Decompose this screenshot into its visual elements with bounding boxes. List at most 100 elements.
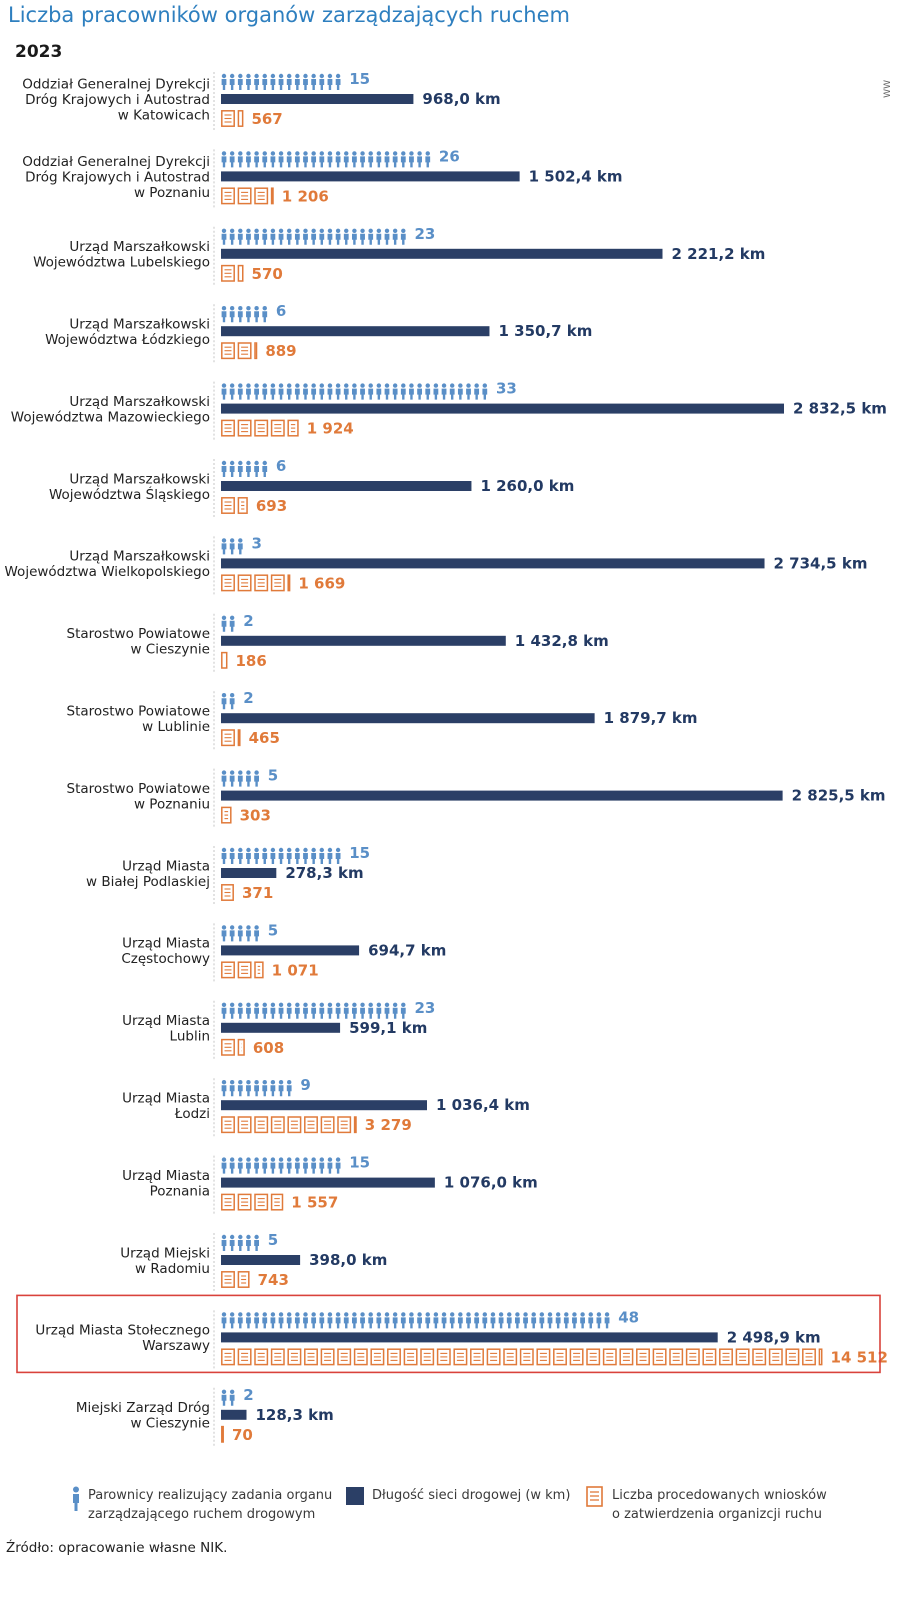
person-icon bbox=[221, 770, 227, 787]
person-icon bbox=[278, 151, 284, 168]
document-icon bbox=[221, 342, 235, 360]
person-icon bbox=[531, 1312, 537, 1329]
employees-value: 9 bbox=[300, 1076, 310, 1094]
person-icon bbox=[278, 1157, 284, 1174]
person-icon bbox=[237, 770, 243, 787]
person-icon bbox=[335, 228, 341, 245]
road-bar bbox=[221, 713, 595, 724]
chart-year: 2023 bbox=[15, 42, 63, 62]
person-icon bbox=[229, 383, 235, 400]
road-bar bbox=[221, 635, 506, 646]
person-icon bbox=[376, 151, 382, 168]
document-icon bbox=[237, 419, 252, 437]
document-icon bbox=[270, 574, 285, 592]
person-icon bbox=[262, 228, 268, 245]
request-pictogram bbox=[221, 574, 291, 592]
road-value: 1 350,7 km bbox=[498, 322, 592, 340]
road-value: 278,3 km bbox=[285, 864, 363, 882]
request-pictogram bbox=[221, 1271, 250, 1288]
document-icon bbox=[420, 1348, 435, 1366]
person-icon bbox=[221, 1002, 227, 1019]
person-icon bbox=[246, 151, 251, 168]
person-icon bbox=[221, 151, 227, 168]
road-value: 694,7 km bbox=[368, 941, 446, 959]
person-icon bbox=[229, 1002, 235, 1019]
requests-value: 303 bbox=[240, 807, 271, 825]
document-icon bbox=[270, 419, 285, 437]
person-icon bbox=[425, 383, 431, 400]
requests-value: 465 bbox=[249, 729, 280, 747]
document-icon bbox=[752, 1348, 767, 1366]
employee-pictogram bbox=[221, 1157, 341, 1174]
person-icon bbox=[327, 1002, 333, 1019]
document-icon bbox=[270, 1116, 285, 1134]
person-icon bbox=[270, 1080, 276, 1097]
road-value: 2 832,5 km bbox=[793, 400, 887, 418]
document-icon bbox=[221, 651, 228, 669]
row-label: Miejski Zarząd Dróg bbox=[76, 1400, 210, 1416]
row-label: w Radomiu bbox=[135, 1261, 210, 1277]
document-icon bbox=[702, 1348, 717, 1366]
employee-pictogram bbox=[221, 460, 268, 477]
bar-swatch-icon bbox=[346, 1487, 364, 1505]
requests-value: 608 bbox=[253, 1039, 284, 1057]
person-icon bbox=[262, 1312, 268, 1329]
person-icon bbox=[392, 1312, 398, 1329]
person-icon bbox=[254, 847, 259, 864]
document-icon bbox=[221, 729, 235, 747]
row-label: w Katowicach bbox=[118, 108, 210, 124]
person-icon bbox=[246, 460, 251, 477]
person-icon bbox=[237, 1080, 243, 1097]
person-icon bbox=[278, 847, 284, 864]
person-icon bbox=[457, 383, 463, 400]
row-label: Urząd Miasta Stołecznego bbox=[35, 1323, 210, 1339]
road-bar bbox=[221, 558, 765, 569]
employees-value: 5 bbox=[268, 921, 278, 939]
request-pictogram bbox=[221, 497, 248, 514]
person-icon bbox=[335, 73, 341, 90]
person-icon bbox=[254, 1002, 259, 1019]
person-icon bbox=[262, 151, 268, 168]
person-icon bbox=[400, 228, 406, 245]
person-icon bbox=[335, 1157, 341, 1174]
person-icon bbox=[335, 1312, 341, 1329]
document-icon bbox=[287, 574, 291, 592]
legend-employees-line-1: Parownicy realizujący zadania organu bbox=[88, 1488, 333, 1503]
employee-pictogram bbox=[221, 383, 488, 400]
person-icon bbox=[229, 1080, 235, 1097]
document-icon bbox=[237, 264, 244, 282]
person-icon bbox=[237, 847, 243, 864]
employee-pictogram bbox=[221, 1234, 259, 1251]
request-pictogram bbox=[221, 187, 274, 205]
person-icon bbox=[262, 847, 268, 864]
row-label: Urząd Miasta bbox=[122, 858, 210, 874]
road-value: 1 432,8 km bbox=[515, 632, 609, 650]
person-icon bbox=[221, 73, 227, 90]
person-icon bbox=[294, 228, 300, 245]
document-icon bbox=[370, 1348, 385, 1366]
row-label: w Poznaniu bbox=[134, 185, 210, 201]
person-icon bbox=[311, 383, 317, 400]
person-icon bbox=[221, 1080, 227, 1097]
row-label: Województwa Łódzkiego bbox=[45, 332, 210, 348]
person-icon bbox=[319, 383, 325, 400]
person-icon bbox=[229, 228, 235, 245]
document-icon bbox=[436, 1348, 451, 1366]
person-icon bbox=[254, 73, 259, 90]
person-icon bbox=[376, 1312, 382, 1329]
person-icon bbox=[262, 73, 268, 90]
requests-value: 567 bbox=[251, 110, 282, 128]
person-icon bbox=[360, 151, 365, 168]
document-icon bbox=[553, 1348, 567, 1366]
person-icon bbox=[417, 383, 422, 400]
person-icon bbox=[246, 1002, 251, 1019]
document-icon bbox=[387, 1348, 401, 1366]
road-bar bbox=[221, 1177, 435, 1188]
document-icon bbox=[270, 1193, 284, 1211]
person-icon bbox=[523, 1312, 528, 1329]
employee-pictogram bbox=[221, 1389, 235, 1406]
